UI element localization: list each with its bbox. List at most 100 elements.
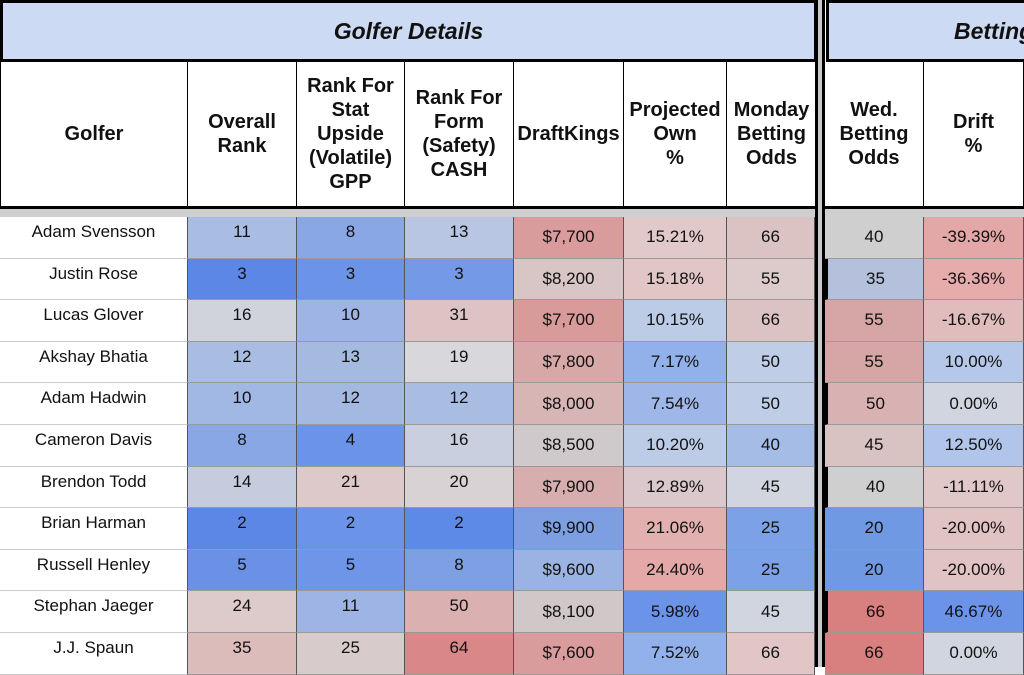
header-stat-upside-rank[interactable]: Rank For Stat Upside (Volatile) GPP	[297, 62, 405, 209]
golfer-name-cell[interactable]: Akshay Bhatia	[0, 341, 188, 384]
data-cell-monday-odds[interactable]: 66	[727, 300, 815, 342]
data-cell-wed-odds[interactable]: 45	[825, 425, 924, 467]
data-cell-form-rank[interactable]: 19	[405, 341, 514, 384]
data-cell-monday-odds[interactable]: 25	[727, 549, 815, 592]
data-cell-stat-upside-rank[interactable]: 3	[297, 258, 405, 301]
data-cell-drift[interactable]: -39.39%	[924, 217, 1024, 259]
data-cell-projected-own[interactable]: 7.17%	[624, 341, 727, 384]
header-overall-rank[interactable]: Overall Rank	[188, 62, 297, 209]
data-cell-draftkings[interactable]: $8,000	[514, 383, 624, 425]
data-cell-monday-odds[interactable]: 25	[727, 508, 815, 550]
data-cell-draftkings[interactable]: $7,800	[514, 341, 624, 384]
data-cell-drift[interactable]: -20.00%	[924, 549, 1024, 592]
data-cell-stat-upside-rank[interactable]: 8	[297, 217, 405, 259]
data-cell-form-rank[interactable]: 2	[405, 508, 514, 550]
data-cell-monday-odds[interactable]: 50	[727, 383, 815, 425]
data-cell-projected-own[interactable]: 15.18%	[624, 258, 727, 301]
data-cell-stat-upside-rank[interactable]: 12	[297, 383, 405, 425]
data-cell-wed-odds[interactable]: 40	[825, 217, 924, 259]
data-cell-draftkings[interactable]: $7,900	[514, 466, 624, 509]
data-cell-wed-odds[interactable]: 50	[825, 383, 924, 425]
data-cell-drift[interactable]: 12.50%	[924, 425, 1024, 467]
data-cell-stat-upside-rank[interactable]: 25	[297, 633, 405, 675]
data-cell-drift[interactable]: -11.11%	[924, 466, 1024, 509]
golfer-name-cell[interactable]: J.J. Spaun	[0, 633, 188, 675]
data-cell-monday-odds[interactable]: 45	[727, 591, 815, 633]
data-cell-wed-odds[interactable]: 66	[825, 591, 924, 633]
data-cell-stat-upside-rank[interactable]: 5	[297, 549, 405, 592]
data-cell-overall-rank[interactable]: 12	[188, 341, 297, 384]
data-cell-draftkings[interactable]: $7,600	[514, 633, 624, 675]
golfer-name-cell[interactable]: Justin Rose	[0, 258, 188, 301]
data-cell-monday-odds[interactable]: 55	[727, 258, 815, 301]
data-cell-stat-upside-rank[interactable]: 2	[297, 508, 405, 550]
golfer-name-cell[interactable]: Brian Harman	[0, 508, 188, 550]
data-cell-wed-odds[interactable]: 20	[825, 508, 924, 550]
data-cell-wed-odds[interactable]: 55	[825, 300, 924, 342]
golfer-name-cell[interactable]: Russell Henley	[0, 549, 188, 592]
data-cell-wed-odds[interactable]: 66	[825, 633, 924, 675]
data-cell-overall-rank[interactable]: 16	[188, 300, 297, 342]
data-cell-wed-odds[interactable]: 20	[825, 549, 924, 592]
data-cell-drift[interactable]: -36.36%	[924, 258, 1024, 301]
data-cell-drift[interactable]: -20.00%	[924, 508, 1024, 550]
data-cell-form-rank[interactable]: 13	[405, 217, 514, 259]
data-cell-drift[interactable]: 46.67%	[924, 591, 1024, 633]
data-cell-stat-upside-rank[interactable]: 21	[297, 466, 405, 509]
data-cell-form-rank[interactable]: 3	[405, 258, 514, 301]
data-cell-monday-odds[interactable]: 50	[727, 341, 815, 384]
data-cell-overall-rank[interactable]: 24	[188, 591, 297, 633]
header-drift[interactable]: Drift %	[924, 62, 1024, 209]
data-cell-draftkings[interactable]: $7,700	[514, 300, 624, 342]
data-cell-draftkings[interactable]: $8,100	[514, 591, 624, 633]
data-cell-stat-upside-rank[interactable]: 13	[297, 341, 405, 384]
golfer-name-cell[interactable]: Adam Hadwin	[0, 383, 188, 425]
data-cell-stat-upside-rank[interactable]: 11	[297, 591, 405, 633]
data-cell-projected-own[interactable]: 5.98%	[624, 591, 727, 633]
data-cell-wed-odds[interactable]: 40	[825, 466, 924, 509]
data-cell-projected-own[interactable]: 21.06%	[624, 508, 727, 550]
data-cell-overall-rank[interactable]: 14	[188, 466, 297, 509]
header-monday-odds[interactable]: Monday Betting Odds	[727, 62, 817, 209]
data-cell-projected-own[interactable]: 24.40%	[624, 549, 727, 592]
data-cell-overall-rank[interactable]: 8	[188, 425, 297, 467]
header-draftkings[interactable]: DraftKings	[514, 62, 624, 209]
data-cell-draftkings[interactable]: $7,700	[514, 217, 624, 259]
data-cell-drift[interactable]: 0.00%	[924, 633, 1024, 675]
data-cell-projected-own[interactable]: 12.89%	[624, 466, 727, 509]
data-cell-form-rank[interactable]: 64	[405, 633, 514, 675]
data-cell-projected-own[interactable]: 10.20%	[624, 425, 727, 467]
data-cell-overall-rank[interactable]: 2	[188, 508, 297, 550]
data-cell-form-rank[interactable]: 12	[405, 383, 514, 425]
data-cell-overall-rank[interactable]: 11	[188, 217, 297, 259]
data-cell-draftkings[interactable]: $9,900	[514, 508, 624, 550]
data-cell-draftkings[interactable]: $9,600	[514, 549, 624, 592]
data-cell-projected-own[interactable]: 7.52%	[624, 633, 727, 675]
data-cell-wed-odds[interactable]: 35	[825, 258, 924, 301]
data-cell-overall-rank[interactable]: 3	[188, 258, 297, 301]
golfer-name-cell[interactable]: Lucas Glover	[0, 300, 188, 342]
data-cell-form-rank[interactable]: 50	[405, 591, 514, 633]
data-cell-form-rank[interactable]: 31	[405, 300, 514, 342]
header-projected-own[interactable]: Projected Own %	[624, 62, 727, 209]
data-cell-stat-upside-rank[interactable]: 10	[297, 300, 405, 342]
data-cell-overall-rank[interactable]: 35	[188, 633, 297, 675]
golfer-name-cell[interactable]: Cameron Davis	[0, 425, 188, 467]
data-cell-stat-upside-rank[interactable]: 4	[297, 425, 405, 467]
data-cell-monday-odds[interactable]: 66	[727, 217, 815, 259]
data-cell-form-rank[interactable]: 16	[405, 425, 514, 467]
data-cell-projected-own[interactable]: 10.15%	[624, 300, 727, 342]
header-form-rank[interactable]: Rank For Form (Safety) CASH	[405, 62, 514, 209]
golfer-name-cell[interactable]: Stephan Jaeger	[0, 591, 188, 633]
data-cell-wed-odds[interactable]: 55	[825, 341, 924, 384]
data-cell-overall-rank[interactable]: 10	[188, 383, 297, 425]
data-cell-draftkings[interactable]: $8,200	[514, 258, 624, 301]
data-cell-drift[interactable]: 0.00%	[924, 383, 1024, 425]
data-cell-monday-odds[interactable]: 45	[727, 466, 815, 509]
data-cell-projected-own[interactable]: 7.54%	[624, 383, 727, 425]
header-golfer[interactable]: Golfer	[0, 62, 188, 209]
data-cell-drift[interactable]: 10.00%	[924, 341, 1024, 384]
data-cell-form-rank[interactable]: 20	[405, 466, 514, 509]
data-cell-form-rank[interactable]: 8	[405, 549, 514, 592]
data-cell-drift[interactable]: -16.67%	[924, 300, 1024, 342]
